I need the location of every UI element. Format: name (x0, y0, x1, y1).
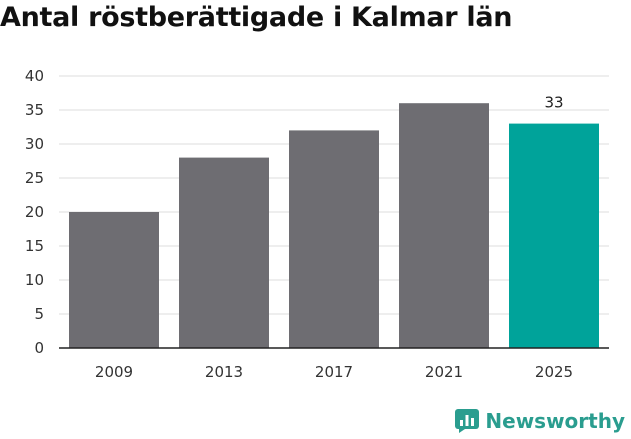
brand-name: Newsworthy (485, 409, 625, 433)
x-tick-label: 2009 (95, 363, 133, 381)
data-label: 33 (544, 94, 563, 112)
newsworthy-brand: Newsworthy (455, 409, 625, 433)
y-tick-label: 35 (25, 101, 44, 119)
x-axis-tick-labels: 2009 2013 2017 2021 2025 (95, 363, 573, 381)
y-tick-label: 10 (25, 271, 44, 289)
y-tick-label: 30 (25, 135, 44, 153)
chart-title: Antal röstberättigade i Kalmar län (0, 2, 513, 33)
y-tick-label: 25 (25, 169, 44, 187)
data-labels: 33 (544, 94, 563, 112)
x-tick-label: 2021 (425, 363, 463, 381)
bar (179, 157, 269, 348)
y-tick-label: 5 (34, 305, 44, 323)
y-tick-label: 15 (25, 237, 44, 255)
newsworthy-bar-chart-icon (455, 409, 480, 433)
x-tick-label: 2013 (205, 363, 243, 381)
bar (289, 130, 379, 348)
y-tick-label: 20 (25, 203, 44, 221)
y-tick-label: 40 (25, 67, 44, 85)
bars (69, 103, 599, 348)
bar (399, 103, 489, 348)
bar (509, 123, 599, 348)
y-tick-label: 0 (34, 339, 44, 357)
x-tick-label: 2017 (315, 363, 353, 381)
bar (69, 212, 159, 348)
x-tick-label: 2025 (535, 363, 573, 381)
y-axis-tick-labels: 0 5 10 15 20 25 30 35 40 (25, 67, 44, 357)
